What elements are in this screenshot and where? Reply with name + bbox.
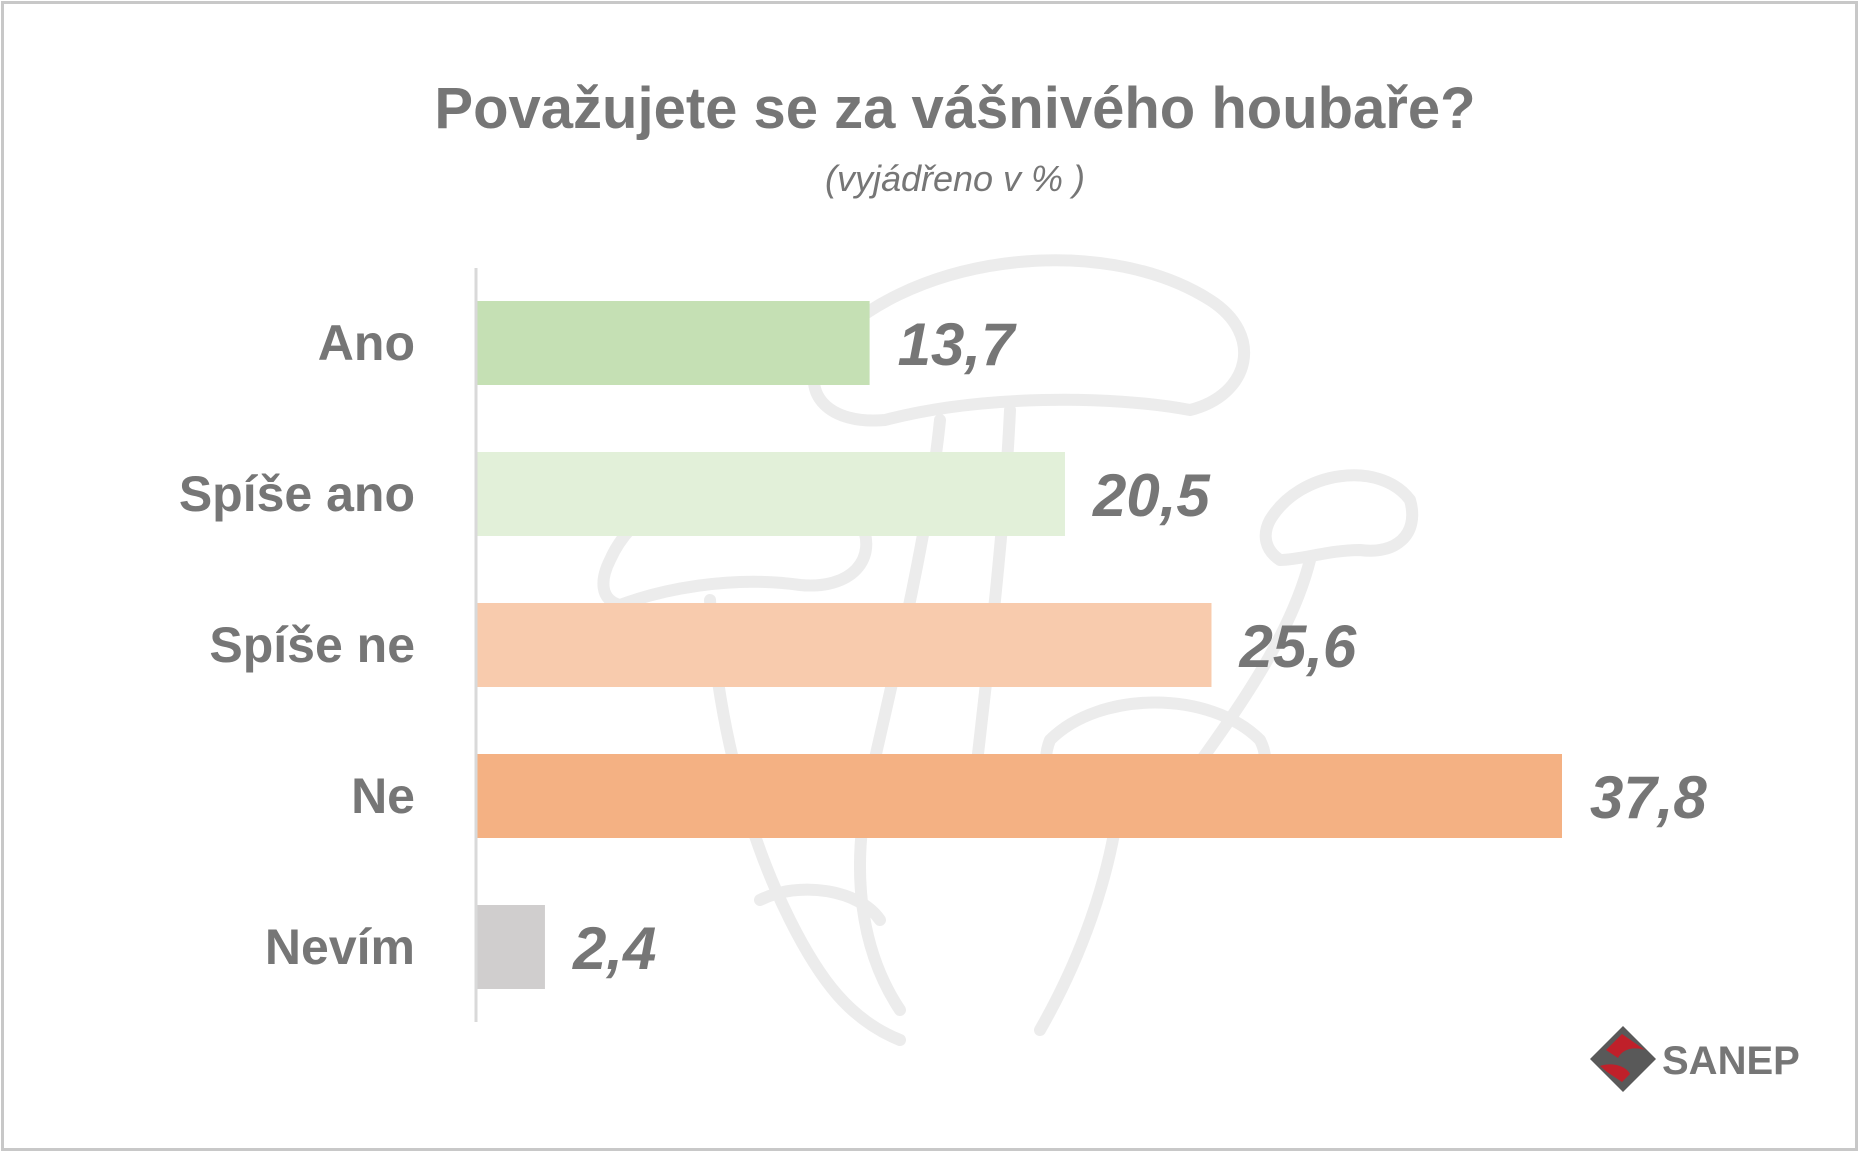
value-labels: 13,7 20,5 25,6 37,8 2,4 bbox=[572, 311, 1707, 982]
sanep-logo-mark-icon bbox=[1590, 1026, 1656, 1092]
category-label-ne: Ne bbox=[351, 768, 415, 824]
value-label-spise-ne: 25,6 bbox=[1238, 613, 1356, 680]
category-label-spise-ano: Spíše ano bbox=[179, 466, 415, 522]
value-label-ne: 37,8 bbox=[1590, 764, 1707, 831]
bar-layer bbox=[476, 301, 1562, 989]
category-label-ano: Ano bbox=[318, 315, 415, 371]
bar-ne bbox=[476, 754, 1562, 838]
chart-subtitle: (vyjádřeno v % ) bbox=[825, 158, 1085, 199]
category-label-nevim: Nevím bbox=[265, 919, 415, 975]
value-label-ano: 13,7 bbox=[898, 311, 1017, 378]
bar-spise-ano bbox=[476, 452, 1065, 536]
chart-title: Považujete se za vášnivého houbaře? bbox=[434, 76, 1475, 141]
category-labels: Ano Spíše ano Spíše ne Ne Nevím bbox=[179, 315, 415, 975]
value-label-nevim: 2,4 bbox=[572, 915, 656, 982]
sanep-logo-text: SANEP bbox=[1662, 1039, 1800, 1083]
sanep-logo: SANEP bbox=[1590, 1026, 1800, 1092]
bar-ano bbox=[476, 301, 870, 385]
bar-spise-ne bbox=[476, 603, 1212, 687]
value-label-spise-ano: 20,5 bbox=[1092, 462, 1211, 529]
bar-nevim bbox=[476, 905, 545, 989]
category-label-spise-ne: Spíše ne bbox=[209, 617, 415, 673]
